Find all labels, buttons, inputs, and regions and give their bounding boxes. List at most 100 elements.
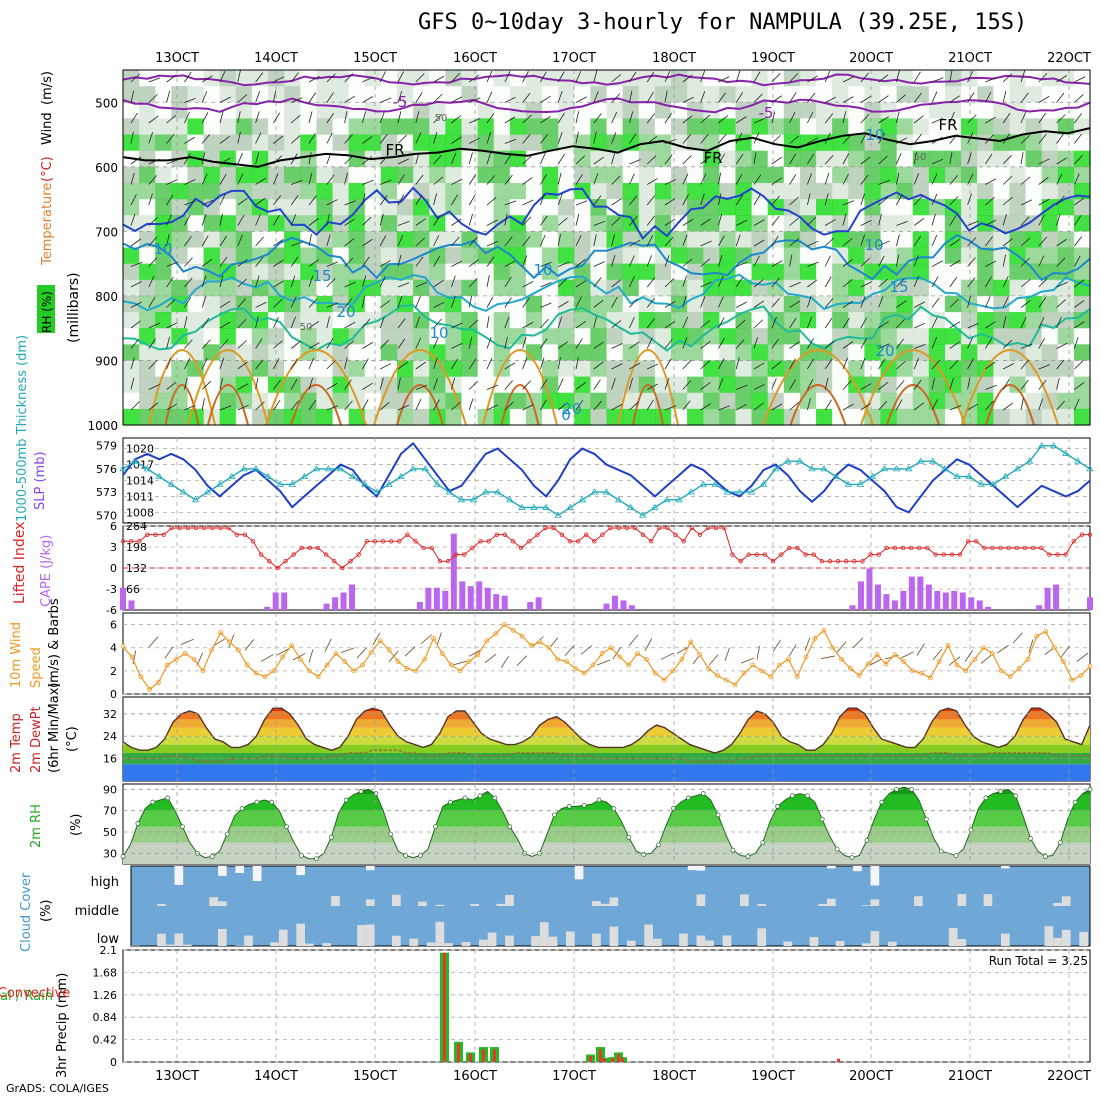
wind-barb-staff — [718, 76, 730, 83]
lifted-marker — [738, 559, 743, 564]
precip-convective-bar — [589, 1056, 592, 1062]
x-tick-label-bottom: 19OCT — [751, 1069, 795, 1084]
rh-cell — [912, 328, 930, 345]
slp-tick-label: 1008 — [126, 506, 154, 519]
wind-barb-staff — [931, 317, 938, 329]
wind-barb — [682, 400, 691, 411]
wind-barb-staff — [1038, 398, 1044, 411]
rh-cell — [461, 86, 479, 103]
rh-cell — [799, 86, 817, 103]
wind-barb — [308, 92, 317, 103]
wind-barb-staff — [878, 296, 884, 308]
cloud-low-cell — [783, 941, 793, 946]
rh-cell — [1073, 166, 1091, 184]
rh-cell — [542, 328, 559, 345]
wind-barb — [985, 196, 995, 206]
rh-marker — [1013, 793, 1018, 799]
wind-barb — [718, 133, 727, 144]
rh-cell — [558, 295, 575, 313]
wind-barb-staff — [290, 214, 297, 226]
wind-barb-staff — [664, 179, 677, 185]
rh-cell — [558, 376, 575, 394]
wind-barb — [878, 240, 890, 247]
wind-barb-staff — [664, 405, 677, 411]
wind-barb-staff — [379, 377, 384, 390]
wind-barb — [469, 137, 481, 144]
wind-barb — [201, 75, 213, 83]
wind-barb — [949, 298, 959, 308]
wind-barb — [682, 218, 694, 226]
wind-barb-staff — [326, 213, 330, 226]
wind-barb-staff — [166, 357, 172, 370]
wind10m-barb — [852, 637, 864, 648]
wind-barb-staff — [362, 399, 369, 411]
wind-barb — [504, 276, 512, 288]
wind-barb — [486, 296, 494, 308]
rh-cell — [896, 247, 914, 265]
lifted-marker — [648, 539, 654, 544]
cloud-low-cell — [357, 925, 366, 946]
rh-cell — [493, 328, 511, 345]
wind-barb — [611, 234, 615, 247]
rh-cell — [912, 215, 930, 232]
wind-barb — [682, 275, 687, 288]
wind-barb-staff — [789, 238, 800, 247]
wind-barb — [522, 133, 531, 144]
wind-barb-staff — [486, 131, 492, 144]
rh-cell — [606, 360, 624, 378]
lifted-marker — [332, 559, 337, 564]
wind-barb — [629, 111, 634, 124]
rh-cell — [171, 199, 189, 216]
wind-barb-staff — [362, 136, 373, 144]
wind-barb — [184, 377, 188, 390]
wind-barb — [842, 300, 854, 308]
wind-barb-staff — [985, 384, 997, 390]
wind-barb-staff — [397, 90, 403, 103]
rh-cell — [896, 408, 914, 426]
wind-barb-staff — [255, 236, 264, 247]
wind-barb-staff — [931, 234, 938, 247]
wind-barb — [379, 71, 387, 83]
rh-cell — [429, 199, 446, 216]
wind-barb-staff — [219, 70, 226, 83]
wind-barb-staff — [290, 378, 298, 390]
wind-barb-staff — [201, 339, 211, 349]
rh-cell — [1025, 150, 1043, 168]
rh-cell — [396, 279, 414, 297]
rh-cell — [509, 86, 527, 103]
wind-barb — [486, 316, 490, 329]
wind-barb — [575, 234, 582, 247]
rh-cell — [525, 295, 543, 313]
cloud-low-cell — [461, 941, 471, 946]
wind-barb-staff — [166, 194, 174, 206]
wind-barb-staff — [985, 321, 996, 329]
rh-cell — [380, 392, 398, 410]
wind-barb-staff — [557, 316, 563, 329]
rh-cell — [719, 199, 737, 216]
wind-barb — [362, 256, 370, 267]
cloud-high-cell — [218, 866, 227, 876]
wind-barb — [985, 219, 997, 226]
rh-cell — [139, 408, 156, 426]
cape-bar — [1036, 605, 1043, 610]
wind-barb-staff — [575, 320, 587, 329]
wind-barb — [985, 91, 992, 103]
wind-barb — [184, 339, 193, 349]
rh-cell — [590, 263, 608, 281]
wind-barb-staff — [949, 405, 962, 411]
wind-barb — [1038, 176, 1049, 185]
lifted-marker — [535, 532, 540, 537]
wind-barb-staff — [308, 133, 316, 144]
lifted-tick-label: 6 — [110, 520, 117, 533]
rh-cell — [251, 344, 269, 362]
wind-barb — [646, 113, 655, 124]
wind-barb-staff — [753, 132, 760, 144]
wind-barb — [362, 193, 366, 206]
wind10m-barb — [580, 645, 593, 655]
wind-barb — [967, 193, 972, 206]
wind-barb-staff — [985, 219, 997, 226]
wind-barb — [985, 236, 993, 247]
rh-cell — [477, 215, 495, 232]
rh-cell — [171, 231, 189, 249]
wind-barb — [255, 256, 264, 267]
